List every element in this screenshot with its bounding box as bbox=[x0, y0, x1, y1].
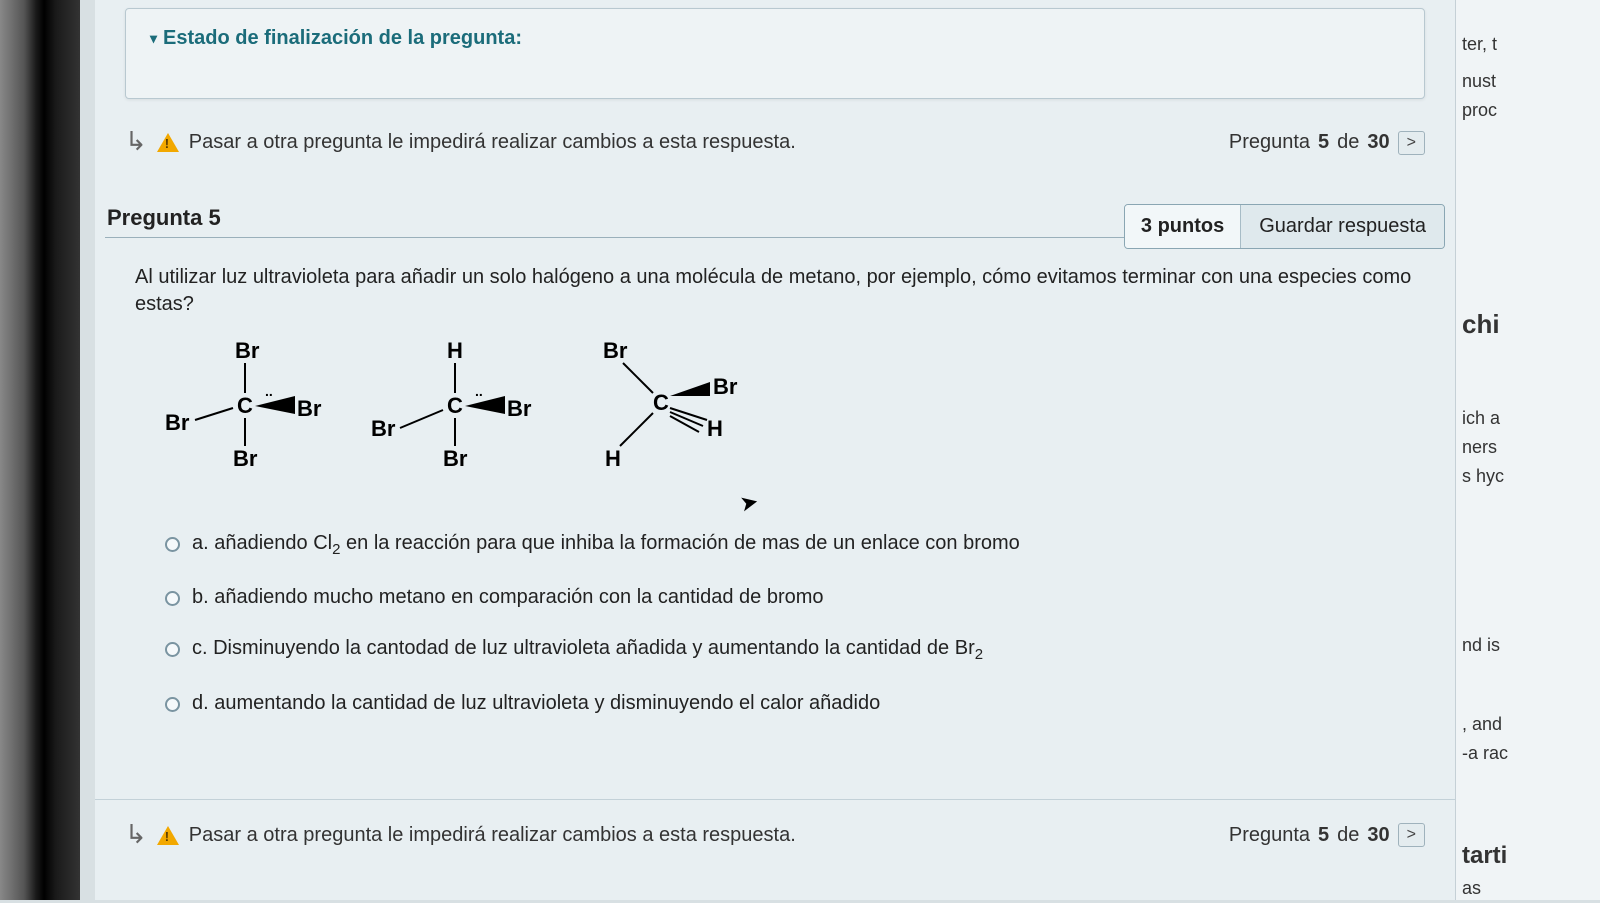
svg-text:C: C bbox=[447, 393, 463, 418]
option-a-text: a. añadiendo Cl2 en la reacción para que… bbox=[192, 530, 1020, 560]
svg-text:H: H bbox=[605, 446, 621, 471]
counter-sep: de bbox=[1337, 131, 1359, 154]
counter-total: 30 bbox=[1367, 824, 1389, 847]
reply-arrow-icon: ↳ bbox=[125, 820, 147, 851]
question-counter-bottom: Pregunta 5 de 30 > bbox=[1229, 823, 1425, 847]
counter-sep: de bbox=[1337, 824, 1359, 847]
nav-warning-text-bottom: Pasar a otra pregunta le impedirá realiz… bbox=[189, 824, 796, 847]
status-panel-title: Estado de finalización de la pregunta: bbox=[163, 27, 522, 50]
radio-a[interactable] bbox=[165, 537, 180, 552]
question-body: Al utilizar luz ultravioleta para añadir… bbox=[95, 238, 1455, 779]
counter-current: 5 bbox=[1318, 824, 1329, 847]
radio-c[interactable] bbox=[165, 642, 180, 657]
counter-current: 5 bbox=[1318, 131, 1329, 154]
strip-text: proc bbox=[1456, 96, 1600, 125]
reply-arrow-icon: ↳ bbox=[125, 127, 147, 158]
status-panel-header[interactable]: ▾ Estado de finalización de la pregunta: bbox=[150, 27, 1400, 50]
question-counter-top: Pregunta 5 de 30 > bbox=[1229, 131, 1425, 155]
counter-total: 30 bbox=[1367, 131, 1389, 154]
nav-warning-row-top: ↳ Pasar a otra pregunta le impedirá real… bbox=[95, 99, 1455, 168]
molecule-images-row: Br C Br Br .. Br H C Br Br bbox=[135, 318, 1415, 508]
molecule-cbr4: Br C Br Br .. Br bbox=[155, 338, 325, 478]
adjacent-page-strip: ter, t nust proc chi ich a ners s hyc nd… bbox=[1455, 0, 1600, 900]
quiz-main-area: ▾ Estado de finalización de la pregunta:… bbox=[95, 0, 1455, 900]
counter-prefix: Pregunta bbox=[1229, 131, 1310, 154]
strip-text: tarti bbox=[1456, 838, 1600, 874]
svg-text:Br: Br bbox=[603, 338, 628, 363]
svg-text:H: H bbox=[447, 338, 463, 363]
strip-text: , and bbox=[1456, 710, 1600, 739]
points-label: 3 puntos bbox=[1125, 205, 1241, 248]
svg-text:Br: Br bbox=[235, 338, 260, 363]
molecule-chbr3: H C Br Br .. Br bbox=[365, 338, 535, 478]
nav-warning-left: ↳ Pasar a otra pregunta le impedirá real… bbox=[125, 127, 796, 158]
warning-icon bbox=[157, 826, 179, 845]
svg-text:Br: Br bbox=[507, 396, 532, 421]
option-d[interactable]: d. aumentando la cantidad de luz ultravi… bbox=[165, 678, 1415, 729]
counter-prefix: Pregunta bbox=[1229, 824, 1310, 847]
strip-text: -a rac bbox=[1456, 739, 1600, 768]
strip-text: s hyc bbox=[1456, 462, 1600, 491]
strip-text: as bbox=[1456, 874, 1600, 903]
status-panel: ▾ Estado de finalización de la pregunta: bbox=[125, 8, 1425, 99]
svg-text:Br: Br bbox=[165, 410, 190, 435]
svg-text:Br: Br bbox=[233, 446, 258, 471]
strip-text: ter, t bbox=[1456, 30, 1600, 59]
save-answer-button[interactable]: Guardar respuesta bbox=[1241, 205, 1444, 248]
option-c[interactable]: c. Disminuyendo la cantodad de luz ultra… bbox=[165, 623, 1415, 677]
svg-text:C: C bbox=[237, 393, 253, 418]
next-question-button-bottom[interactable]: > bbox=[1398, 823, 1425, 847]
option-a[interactable]: a. añadiendo Cl2 en la reacción para que… bbox=[165, 518, 1415, 572]
question-prompt: Al utilizar luz ultravioleta para añadir… bbox=[135, 264, 1415, 318]
strip-text: ners bbox=[1456, 433, 1600, 462]
nav-warning-text: Pasar a otra pregunta le impedirá realiz… bbox=[189, 131, 796, 154]
strip-text: nust bbox=[1456, 67, 1600, 96]
svg-text:H: H bbox=[707, 416, 723, 441]
svg-text:Br: Br bbox=[371, 416, 396, 441]
molecule-ch2br2: Br C H Br H bbox=[575, 338, 745, 478]
question-header-row: Pregunta 5 3 puntos Guardar respuesta bbox=[95, 168, 1455, 231]
strip-text: nd is bbox=[1456, 631, 1600, 660]
option-c-text: c. Disminuyendo la cantodad de luz ultra… bbox=[192, 635, 983, 665]
question-title: Pregunta 5 bbox=[105, 205, 221, 231]
next-question-button[interactable]: > bbox=[1398, 131, 1425, 155]
chevron-down-icon: ▾ bbox=[150, 30, 157, 47]
option-b-text: b. añadiendo mucho metano en comparación… bbox=[192, 584, 824, 611]
strip-text: ich a bbox=[1456, 404, 1600, 433]
radio-b[interactable] bbox=[165, 591, 180, 606]
option-b[interactable]: b. añadiendo mucho metano en comparación… bbox=[165, 572, 1415, 623]
nav-warning-left-bottom: ↳ Pasar a otra pregunta le impedirá real… bbox=[125, 820, 796, 851]
warning-icon bbox=[157, 133, 179, 152]
svg-text:Br: Br bbox=[297, 396, 322, 421]
nav-warning-row-bottom: ↳ Pasar a otra pregunta le impedirá real… bbox=[95, 799, 1455, 871]
svg-text:..: .. bbox=[265, 383, 273, 399]
answer-options: a. añadiendo Cl2 en la reacción para que… bbox=[135, 508, 1415, 769]
svg-text:Br: Br bbox=[713, 374, 738, 399]
option-d-text: d. aumentando la cantidad de luz ultravi… bbox=[192, 690, 880, 717]
svg-text:C: C bbox=[653, 390, 669, 415]
svg-text:Br: Br bbox=[443, 446, 468, 471]
svg-text:..: .. bbox=[475, 383, 483, 399]
strip-text: chi bbox=[1456, 305, 1600, 344]
radio-d[interactable] bbox=[165, 697, 180, 712]
points-save-box: 3 puntos Guardar respuesta bbox=[1124, 204, 1445, 249]
device-bezel bbox=[0, 0, 80, 900]
